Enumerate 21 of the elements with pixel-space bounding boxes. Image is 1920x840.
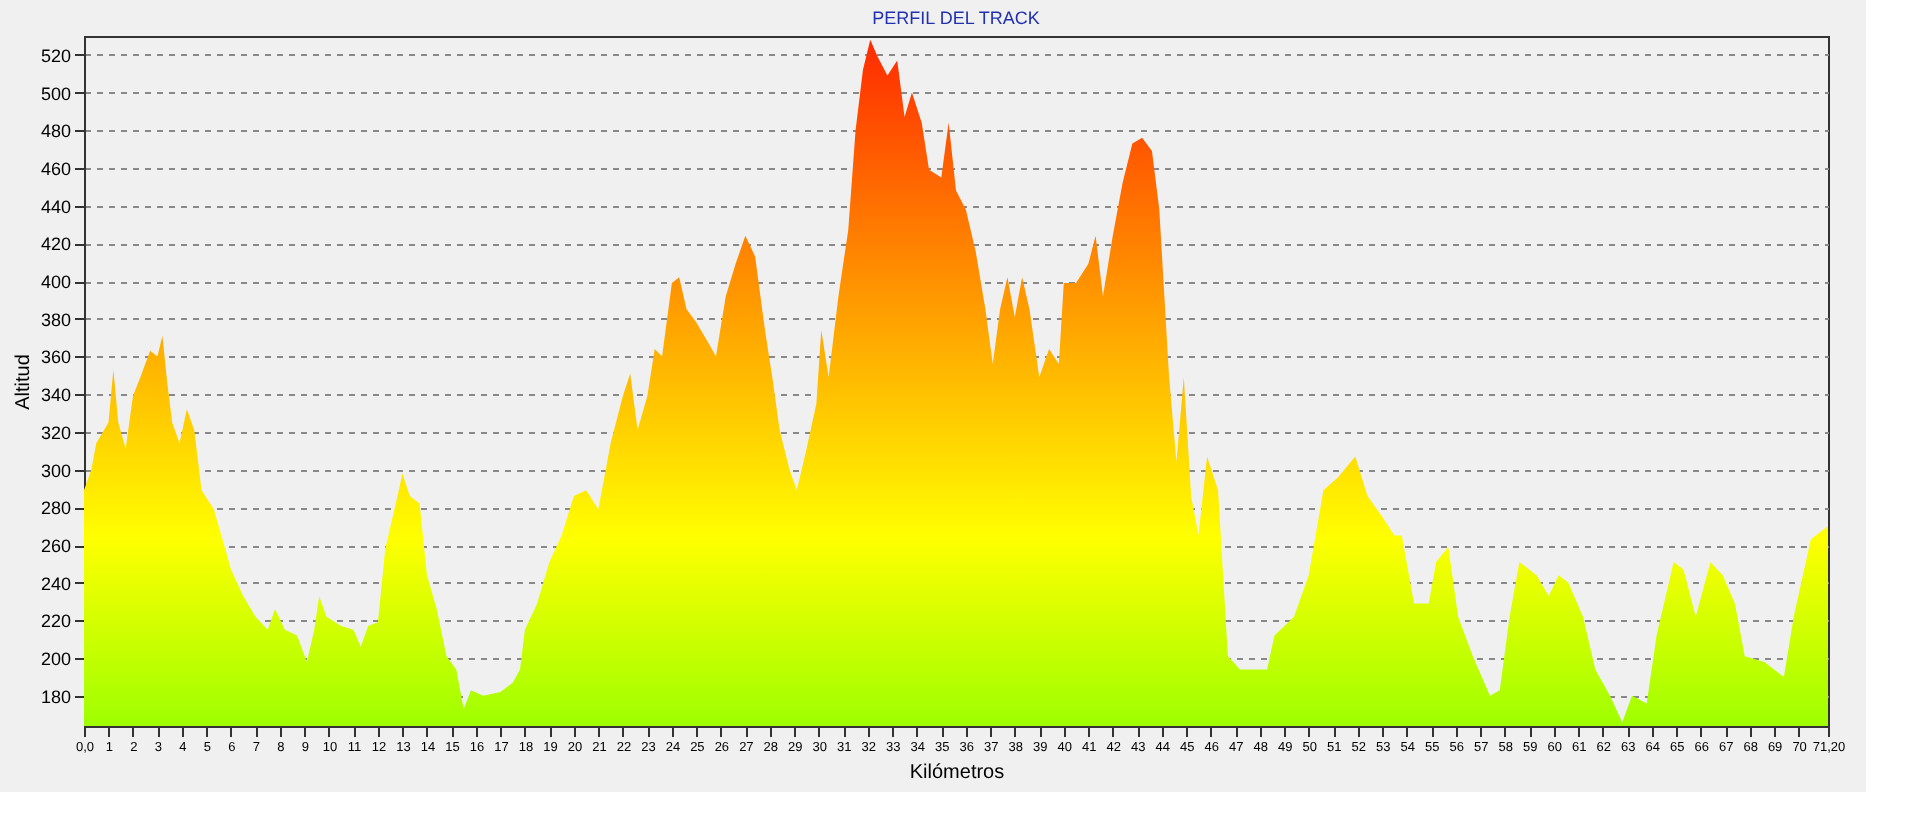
x-axis-title: Kilómetros <box>909 762 1005 784</box>
y-tick-label: 440 <box>40 196 71 217</box>
y-tick-label: 500 <box>40 83 71 104</box>
y-tick-label: 360 <box>40 347 71 368</box>
y-tick-label: 180 <box>40 686 71 707</box>
y-tick-label: 380 <box>40 309 71 330</box>
y-tick-label: 460 <box>40 158 71 179</box>
y-tick-label: 220 <box>40 611 71 632</box>
y-tick-label: 520 <box>40 45 71 66</box>
y-tick-label: 320 <box>40 422 71 443</box>
chart-title: PERFIL DEL TRACK <box>872 8 1040 28</box>
y-tick-label: 400 <box>40 272 71 293</box>
y-tick-label: 340 <box>40 385 71 406</box>
y-tick-label: 480 <box>40 121 71 142</box>
y-tick-label: 240 <box>40 573 71 594</box>
y-tick-label: 420 <box>40 234 71 255</box>
y-axis-title: Altitud <box>12 354 35 410</box>
y-tick-label: 280 <box>40 498 71 519</box>
y-tick-label: 300 <box>40 460 71 481</box>
y-tick-label: 200 <box>40 649 71 670</box>
y-tick-label: 260 <box>40 536 71 557</box>
